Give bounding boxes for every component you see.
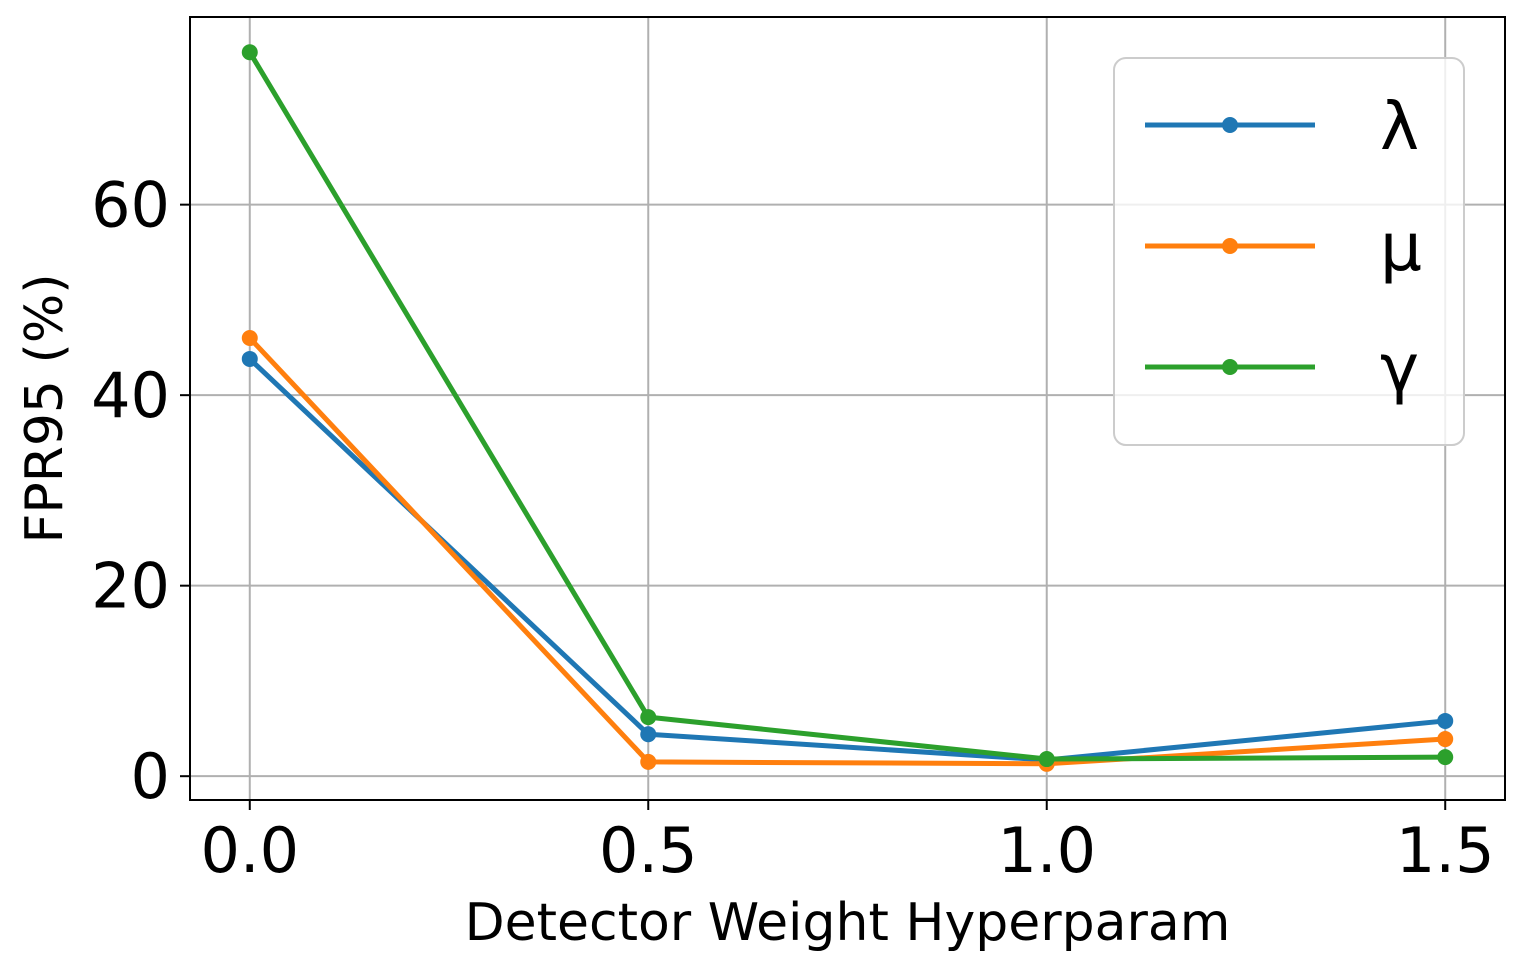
series-3 [241, 44, 1454, 768]
legend-label: λ [1380, 88, 1419, 165]
legend-label: γ [1380, 330, 1419, 407]
legend-marker [1222, 238, 1238, 254]
y-tick-label: 20 [91, 550, 170, 623]
data-point [640, 709, 657, 726]
y-tick-label: 40 [91, 359, 170, 432]
data-point [1038, 751, 1055, 768]
data-point [241, 44, 258, 61]
plot-frame [189, 16, 1506, 801]
series-line [247, 335, 1448, 767]
data-point [1437, 712, 1454, 729]
x-tick-label: 0.0 [200, 814, 299, 887]
legend-marker [1222, 359, 1238, 375]
y-tick-label: 0 [131, 740, 170, 813]
data-point [1437, 749, 1454, 766]
x-tick-label: 0.5 [599, 814, 698, 887]
legend: λμγ [1113, 57, 1465, 446]
y-tick-label: 60 [91, 169, 170, 242]
series-line [247, 49, 1448, 762]
data-point [640, 753, 657, 770]
legend-item: γ [1145, 330, 1419, 407]
data-point [640, 726, 657, 743]
y-axis-label: FPR95 (%) [15, 273, 75, 543]
legend-item: λ [1145, 88, 1419, 165]
x-axis-label: Detector Weight Hyperparam [465, 893, 1231, 953]
data-point [241, 330, 258, 347]
x-tick-label: 1.0 [997, 814, 1096, 887]
data-point [1437, 731, 1454, 748]
axis-ticks: 0.0 0.5 1.0 1.5 0 20 40 60 [91, 169, 1494, 887]
legend-box [1113, 57, 1465, 446]
series-lines [241, 44, 1454, 772]
x-tick-label: 1.5 [1396, 814, 1495, 887]
legend-marker [1222, 117, 1238, 133]
legend-label: μ [1380, 209, 1422, 286]
data-point [241, 350, 258, 367]
legend-item: μ [1145, 209, 1422, 286]
